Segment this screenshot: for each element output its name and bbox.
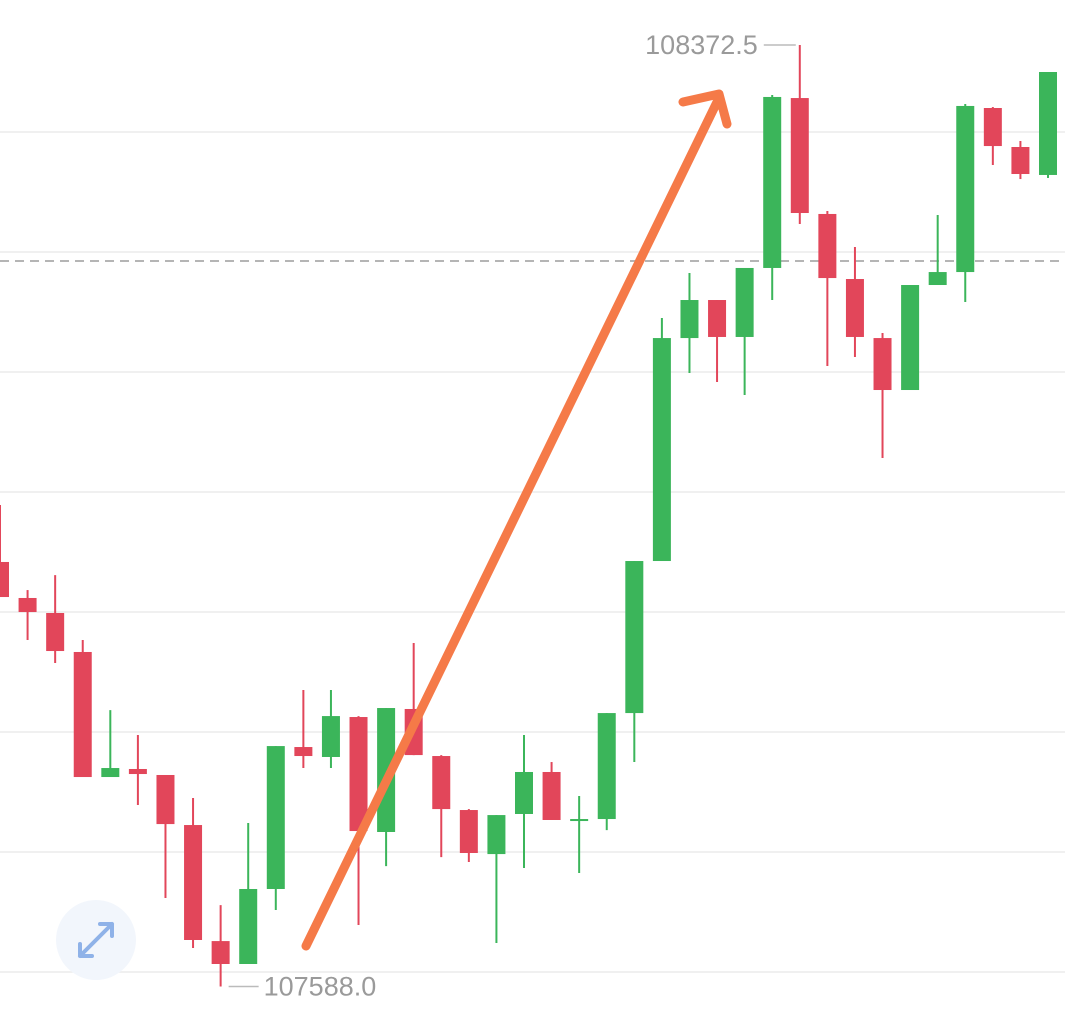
candle-body bbox=[790, 98, 809, 214]
candle-body bbox=[101, 768, 120, 778]
candle-body bbox=[901, 285, 920, 391]
candle-body bbox=[46, 612, 65, 652]
candle-body bbox=[487, 815, 506, 855]
candle-body bbox=[652, 338, 671, 562]
candle-body bbox=[735, 267, 754, 337]
candles bbox=[0, 45, 1057, 987]
candle-body bbox=[597, 713, 616, 820]
candle-body bbox=[763, 96, 782, 268]
candle-body bbox=[349, 717, 368, 832]
candle-body bbox=[708, 300, 727, 337]
candle-body bbox=[873, 338, 892, 391]
candle-body bbox=[128, 768, 147, 775]
expand-button[interactable] bbox=[56, 900, 136, 980]
candle-body bbox=[156, 774, 175, 825]
candle-body bbox=[542, 771, 561, 820]
trend-arrow bbox=[301, 89, 732, 951]
min-label: 107588.0 bbox=[264, 972, 377, 1002]
arrow-head bbox=[678, 89, 732, 129]
candle-body bbox=[845, 279, 864, 337]
candle-body bbox=[321, 716, 340, 757]
candle-body bbox=[956, 105, 975, 273]
candle-body bbox=[294, 747, 313, 757]
max-label: 108372.5 bbox=[645, 30, 758, 60]
candle-body bbox=[1011, 147, 1030, 175]
candle-body bbox=[625, 561, 644, 714]
candle-body bbox=[459, 810, 478, 853]
candle-body bbox=[570, 819, 589, 822]
arrow-shaft bbox=[301, 95, 723, 951]
candle-body bbox=[0, 561, 9, 598]
candle-body bbox=[184, 825, 203, 940]
labels: 108372.5 107588.0 bbox=[228, 30, 796, 1002]
candle-body bbox=[266, 746, 285, 889]
grid bbox=[0, 131, 1065, 973]
candle-body bbox=[818, 213, 837, 279]
candle-body bbox=[515, 771, 533, 814]
expand-icon[interactable] bbox=[78, 922, 114, 958]
candle-body bbox=[680, 300, 699, 339]
candle-body bbox=[73, 651, 92, 778]
candle-body bbox=[211, 941, 230, 964]
candle-body bbox=[983, 108, 1002, 147]
candle-body bbox=[432, 756, 451, 810]
candle-body bbox=[928, 272, 947, 286]
candle-body bbox=[18, 597, 37, 613]
candle-body bbox=[239, 888, 258, 964]
candle-body bbox=[1039, 72, 1057, 175]
